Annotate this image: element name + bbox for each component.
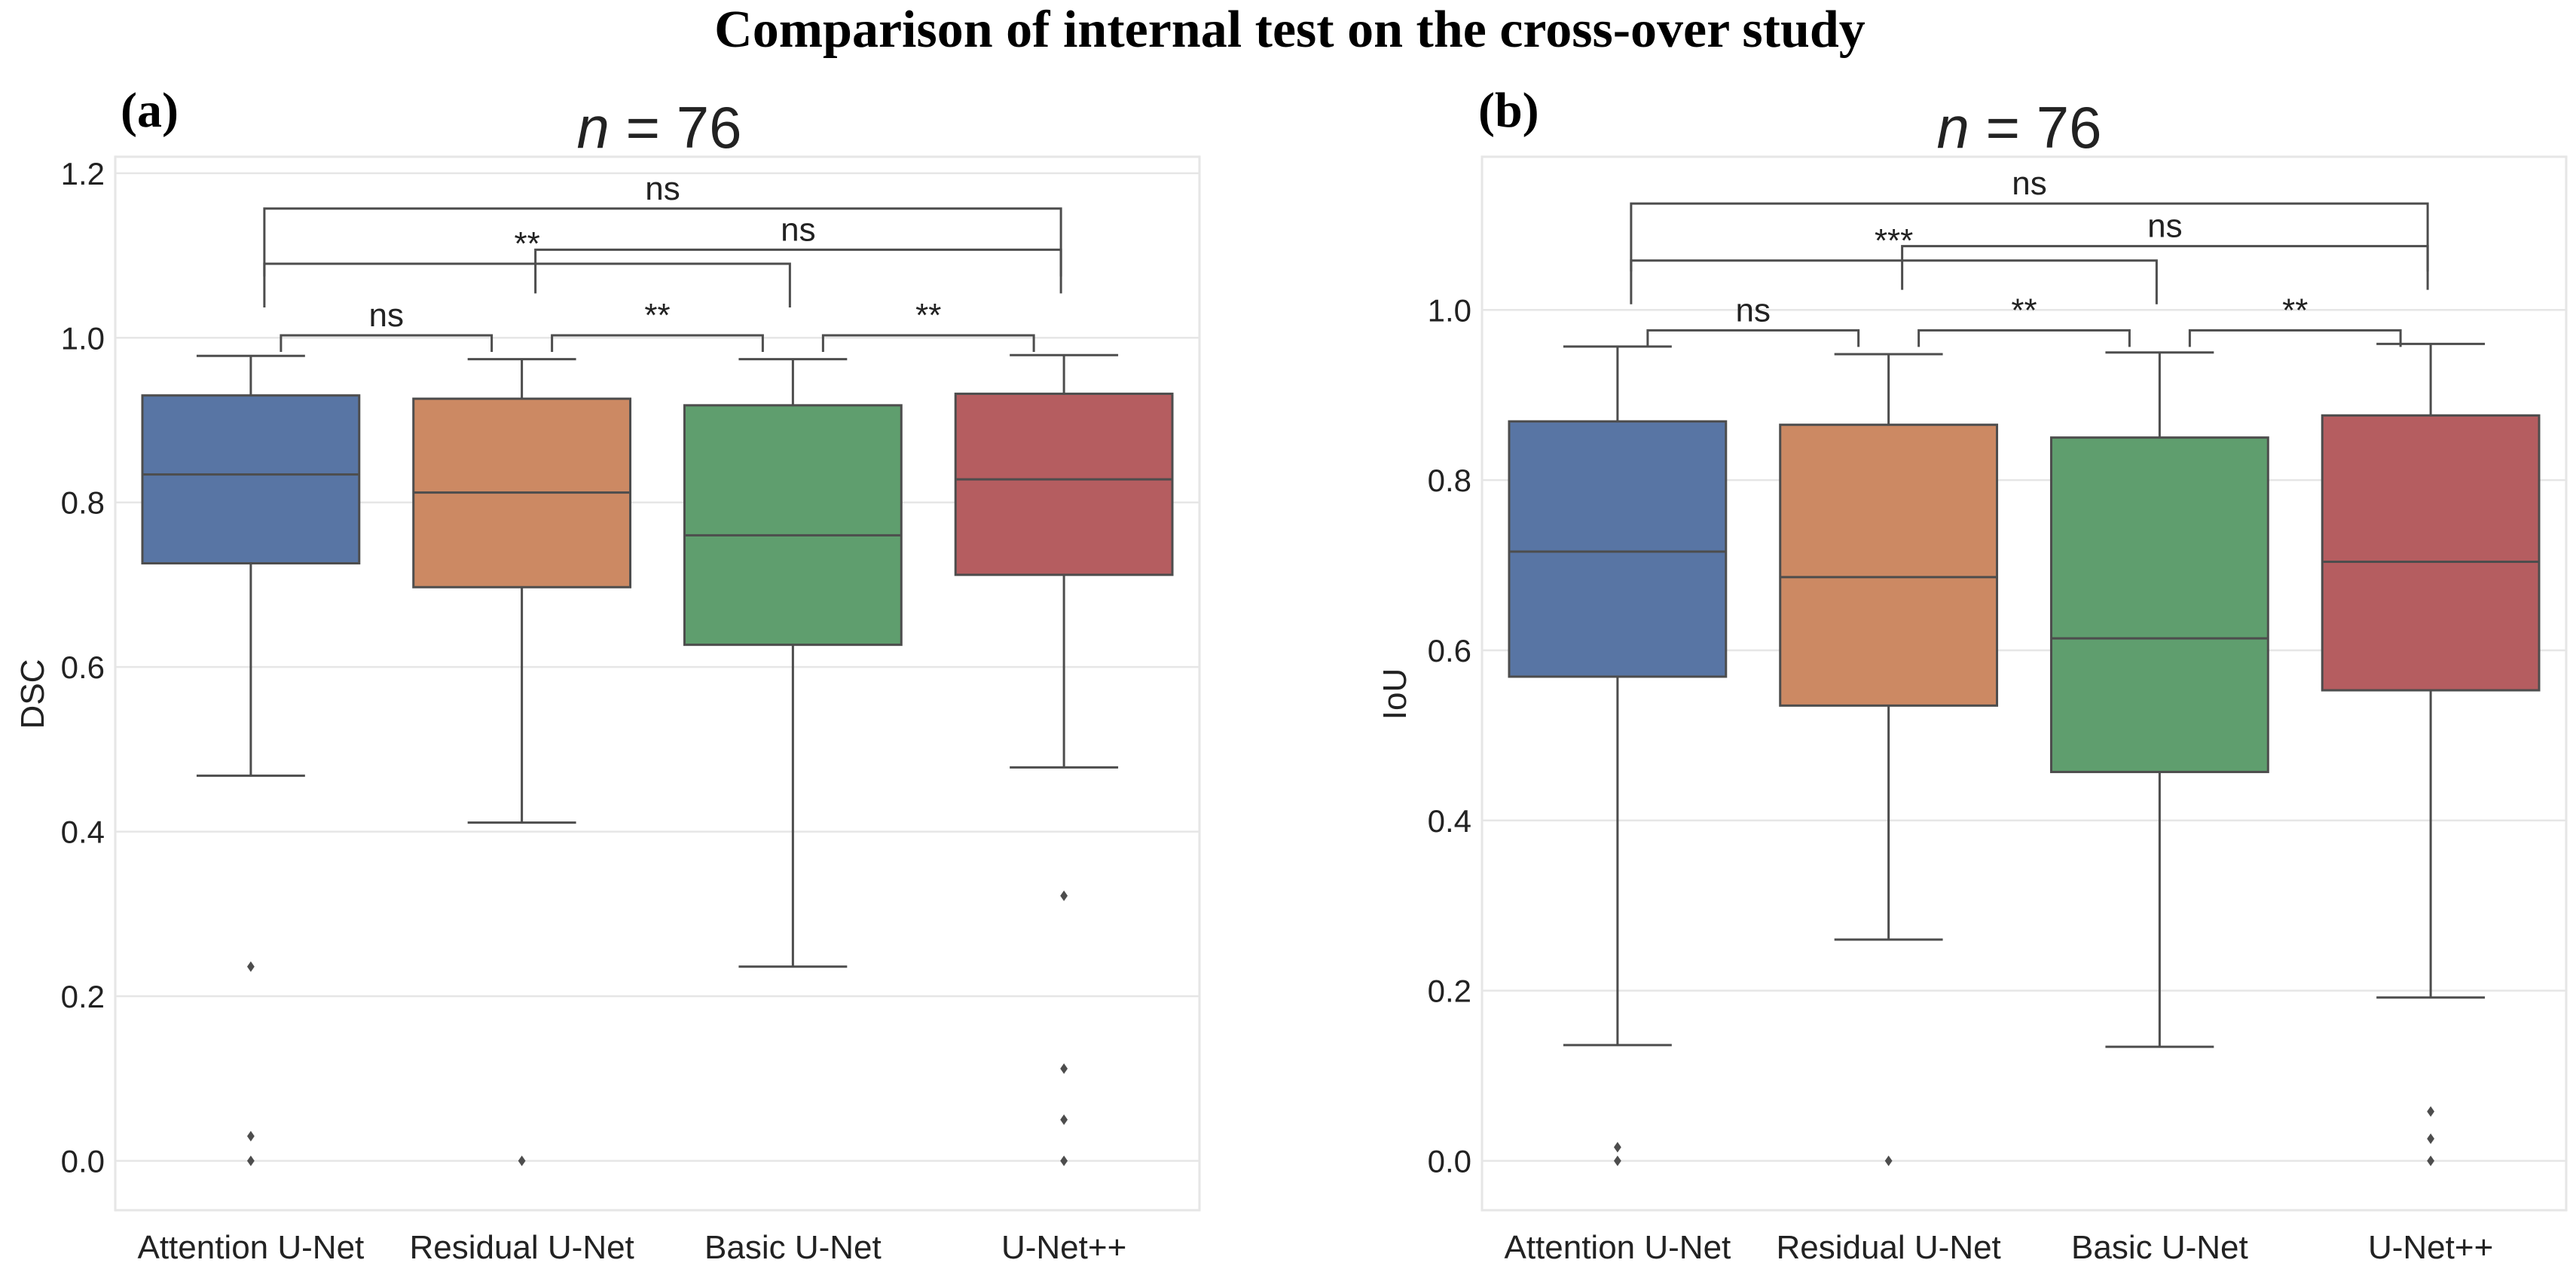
x-tick-label: Residual U-Net — [1776, 1229, 2000, 1266]
box-body — [1779, 423, 1999, 707]
bracket-line — [1630, 202, 2429, 272]
significance-label: ns — [369, 297, 404, 334]
box-basic-u-net-b — [2049, 351, 2269, 1048]
x-tick-label: U-Net++ — [1001, 1229, 1126, 1266]
chart-panel-a: (a) n = 76 DSC 0.0 0.2 0.4 0.6 0.8 1.0 1.2 Atte… — [14, 83, 1201, 1266]
bracket-line — [1630, 259, 2158, 304]
outlier-point — [1060, 1155, 1068, 1167]
chart-panel-b: (b) n = 76 IoU 0.0 0.2 0.4 0.6 0.8 1.0 Attenti… — [1377, 83, 2568, 1266]
box-attention-u-net-b — [1508, 345, 1728, 1167]
y-tick-label: 0.2 — [61, 979, 105, 1014]
significance-bracket: ns — [280, 297, 494, 353]
box-attention-u-net-a — [141, 354, 361, 1167]
significance-bracket: ns — [263, 170, 1062, 277]
y-axis-label-b: IoU — [1377, 668, 1413, 720]
chart-title-a: n = 76 — [576, 94, 741, 161]
bracket-line — [821, 334, 1035, 353]
x-tick-label: Basic U-Net — [704, 1229, 882, 1266]
significance-label: *** — [1875, 222, 1913, 259]
significance-label: ** — [915, 297, 941, 334]
box-body — [954, 393, 1174, 576]
chart-title-b: n = 76 — [1936, 94, 2101, 161]
outlier-point — [2427, 1133, 2435, 1145]
y-tick-label: 1.0 — [1428, 292, 1471, 328]
bracket-line — [263, 207, 1062, 277]
outlier-point — [1060, 1114, 1068, 1125]
outlier-point — [518, 1155, 526, 1167]
significance-label: ** — [2282, 292, 2308, 329]
significance-label: ** — [2011, 292, 2037, 329]
x-tick-label: Residual U-Net — [409, 1229, 634, 1266]
bracket-line — [280, 334, 494, 353]
bracket-line — [2188, 329, 2402, 347]
y-tick-label: 0.4 — [61, 815, 105, 850]
y-tick-label: 0.2 — [1428, 974, 1471, 1009]
outlier-point — [246, 961, 255, 972]
box-body — [2049, 436, 2269, 773]
outlier-point — [246, 1155, 255, 1167]
box-u-net--a — [954, 353, 1174, 1167]
outlier-point — [1060, 1063, 1068, 1075]
y-tick-label: 0.4 — [1428, 803, 1471, 839]
x-tick-label: U-Net++ — [2368, 1229, 2493, 1266]
x-tick-label: Attention U-Net — [137, 1229, 364, 1266]
significance-bracket: ** — [2188, 292, 2402, 347]
plot-frame — [114, 155, 1201, 1212]
box-body — [1508, 420, 1728, 678]
significance-label: ** — [644, 297, 670, 334]
y-tick-label: 1.0 — [61, 320, 105, 356]
significance-bracket: ** — [821, 297, 1035, 353]
box-basic-u-net-a — [683, 358, 903, 968]
y-tick-label: 1.2 — [61, 156, 105, 191]
outlier-point — [2427, 1155, 2435, 1167]
chart-title-variable-a: n — [576, 94, 609, 161]
y-tick-label: 0.8 — [61, 485, 105, 521]
box-residual-u-net-b — [1779, 353, 1999, 1167]
bracket-line — [1917, 329, 2131, 347]
bracket-line — [263, 262, 791, 307]
significance-label: ns — [1736, 292, 1771, 329]
significance-bracket: *** — [1630, 222, 2158, 304]
outlier-point — [1613, 1142, 1621, 1153]
chart-title-rest-a: = 76 — [610, 94, 742, 161]
x-tick-label: Attention U-Net — [1504, 1229, 1731, 1266]
bracket-line — [551, 334, 764, 353]
significance-label: ns — [645, 170, 680, 207]
panel-label-b: (b) — [1478, 83, 1539, 138]
y-tick-label: 0.6 — [61, 650, 105, 685]
y-tick-label: 0.0 — [61, 1143, 105, 1179]
significance-bracket: ** — [1917, 292, 2131, 347]
box-body — [141, 394, 361, 565]
y-tick-label: 0.6 — [1428, 633, 1471, 668]
box-body — [2321, 414, 2541, 692]
significance-label: ns — [2012, 165, 2046, 202]
plot-frame — [1481, 155, 2568, 1212]
panel-label-a: (a) — [121, 83, 179, 138]
y-tick-label: 0.0 — [1428, 1144, 1471, 1179]
box-body — [683, 404, 903, 647]
significance-bracket: ns — [1646, 292, 1860, 347]
y-tick-label: 0.8 — [1428, 463, 1471, 498]
plot-area — [115, 157, 1199, 1210]
box-u-net--b — [2321, 342, 2541, 1167]
outlier-point — [1060, 890, 1068, 901]
x-tick-label: Basic U-Net — [2071, 1229, 2248, 1266]
y-axis-label-a: DSC — [14, 659, 51, 729]
significance-label: ns — [2147, 208, 2182, 245]
bracket-line — [1646, 329, 1860, 347]
significance-bracket: ** — [551, 297, 764, 353]
outlier-point — [246, 1130, 255, 1142]
outlier-point — [2427, 1106, 2435, 1118]
significance-bracket: ns — [1630, 165, 2429, 272]
chart-title-rest-b: = 76 — [1969, 94, 2102, 161]
outlier-point — [1884, 1155, 1893, 1167]
significance-label: ns — [781, 211, 815, 248]
chart-title-variable-b: n — [1936, 94, 1969, 161]
box-residual-u-net-a — [412, 358, 632, 1167]
figure-title: Comparison of internal test on the cross… — [714, 1, 1866, 59]
outlier-point — [1613, 1155, 1621, 1167]
